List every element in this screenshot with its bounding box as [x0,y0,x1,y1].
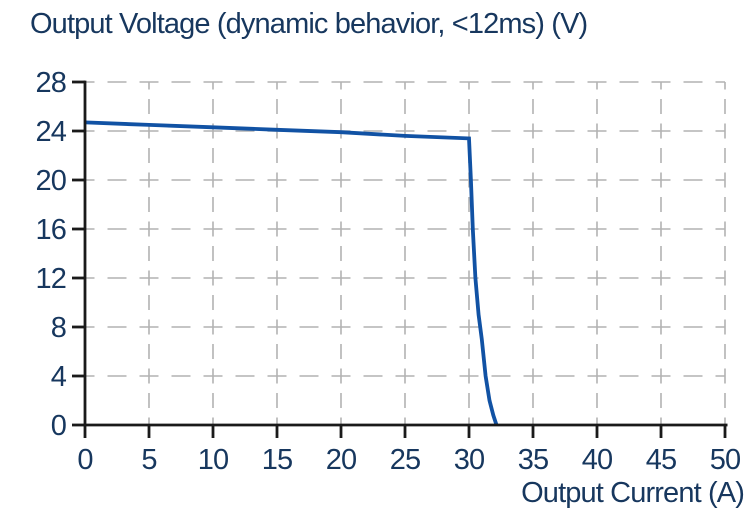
y-tick-label: 20 [35,165,66,197]
y-tick-label: 28 [35,67,66,99]
y-tick-label: 16 [35,214,66,246]
x-tick-label: 45 [646,444,677,476]
y-tick-label: 4 [51,361,67,393]
x-tick-label: 0 [77,444,92,476]
x-tick-label: 40 [582,444,613,476]
y-tick-label: 12 [35,263,66,295]
x-tick-label: 25 [390,444,421,476]
chart-title: Output Voltage (dynamic behavior, <12ms)… [30,8,588,40]
x-tick-label: 5 [141,444,156,476]
y-tick-label: 24 [35,116,66,148]
data-line [84,120,499,426]
x-tick-label: 10 [198,444,229,476]
x-tick-label: 20 [326,444,357,476]
x-tick-label: 30 [454,444,485,476]
x-tick-label: 15 [262,444,293,476]
x-tick-label: 35 [518,444,549,476]
x-axis-title: Output Current (A) [521,477,745,509]
y-tick-label: 8 [51,312,66,344]
y-tick-label: 0 [51,410,66,442]
x-tick-label: 50 [710,444,741,476]
